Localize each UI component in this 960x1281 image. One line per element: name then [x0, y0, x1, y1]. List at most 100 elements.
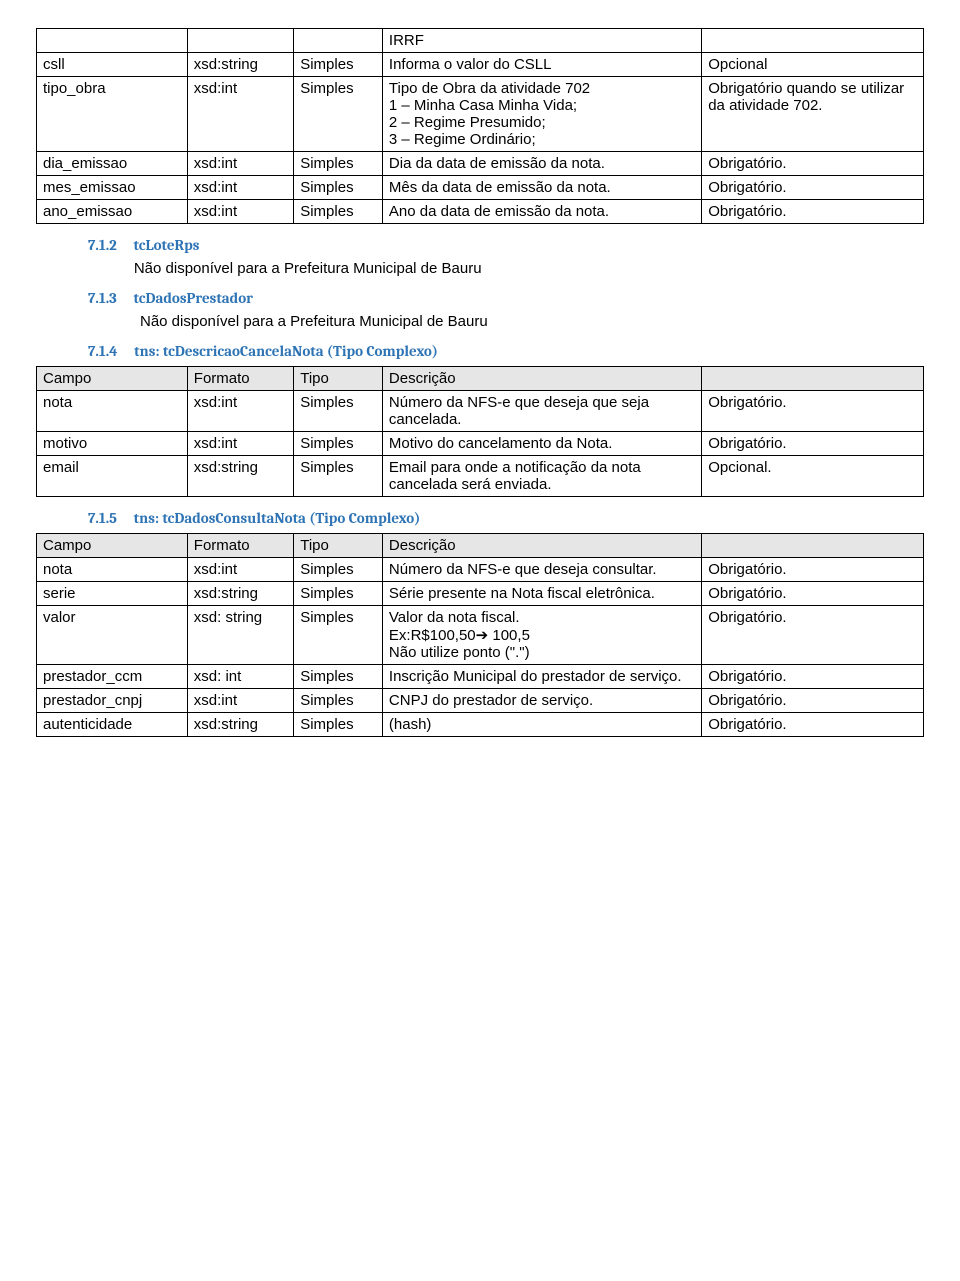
cell-formato: xsd:string: [187, 456, 293, 497]
cell-campo: ano_emissao: [37, 200, 188, 224]
table-row: mes_emissaoxsd:intSimplesMês da data de …: [37, 176, 924, 200]
cell-desc: IRRF: [382, 29, 701, 53]
cell-req: [702, 29, 924, 53]
cell-formato: xsd:string: [187, 53, 293, 77]
cell-req: Obrigatório.: [702, 558, 924, 582]
cell-tipo: Simples: [294, 200, 383, 224]
table-row: IRRF: [37, 29, 924, 53]
cell-campo: autenticidade: [37, 713, 188, 737]
col-tipo: Tipo: [294, 534, 383, 558]
cell-req: Obrigatório.: [702, 606, 924, 665]
cell-formato: xsd:int: [187, 77, 293, 152]
cell-desc: Tipo de Obra da atividade 702 1 – Minha …: [382, 77, 701, 152]
cell-tipo: Simples: [294, 606, 383, 665]
cell-formato: xsd:int: [187, 432, 293, 456]
table-row: motivoxsd:intSimplesMotivo do cancelamen…: [37, 432, 924, 456]
cell-req: Obrigatório.: [702, 689, 924, 713]
cell-formato: xsd:int: [187, 200, 293, 224]
cell-formato: xsd:string: [187, 582, 293, 606]
table-header-row: Campo Formato Tipo Descrição: [37, 367, 924, 391]
table-row: notaxsd:intSimplesNúmero da NFS-e que de…: [37, 391, 924, 432]
section-number: 7.1.2: [88, 236, 117, 254]
section-7-1-5: 7.1.5 tns: tcDadosConsultaNota (Tipo Com…: [88, 509, 924, 527]
table-row: emailxsd:stringSimplesEmail para onde a …: [37, 456, 924, 497]
col-tipo: Tipo: [294, 367, 383, 391]
col-desc: Descrição: [382, 534, 701, 558]
cell-req: Obrigatório.: [702, 582, 924, 606]
cell-tipo: Simples: [294, 432, 383, 456]
cell-formato: xsd:int: [187, 558, 293, 582]
cell-tipo: Simples: [294, 558, 383, 582]
cell-formato: xsd:int: [187, 689, 293, 713]
section-body: Não disponível para a Prefeitura Municip…: [88, 260, 924, 277]
cell-req: Obrigatório.: [702, 432, 924, 456]
cell-desc: Número da NFS-e que deseja consultar.: [382, 558, 701, 582]
col-formato: Formato: [187, 367, 293, 391]
cell-tipo: Simples: [294, 713, 383, 737]
cell-campo: [37, 29, 188, 53]
cell-desc: Inscrição Municipal do prestador de serv…: [382, 665, 701, 689]
cell-campo: csll: [37, 53, 188, 77]
cell-desc: CNPJ do prestador de serviço.: [382, 689, 701, 713]
cell-campo: motivo: [37, 432, 188, 456]
cell-desc: Informa o valor do CSLL: [382, 53, 701, 77]
col-campo: Campo: [37, 367, 188, 391]
cell-campo: email: [37, 456, 188, 497]
section-title: tns: tcDescricaoCancelaNota (Tipo Comple…: [134, 342, 438, 360]
cell-campo: mes_emissao: [37, 176, 188, 200]
table-row: valorxsd: stringSimplesValor da nota fis…: [37, 606, 924, 665]
section-title: tcLoteRps: [133, 236, 199, 254]
table-row: seriexsd:stringSimplesSérie presente na …: [37, 582, 924, 606]
cell-tipo: [294, 29, 383, 53]
cell-campo: nota: [37, 391, 188, 432]
cell-desc: Motivo do cancelamento da Nota.: [382, 432, 701, 456]
cell-formato: xsd:int: [187, 152, 293, 176]
cell-desc: Valor da nota fiscal. Ex:R$100,50➔ 100,5…: [382, 606, 701, 665]
table-row: csllxsd:stringSimplesInforma o valor do …: [37, 53, 924, 77]
cell-campo: serie: [37, 582, 188, 606]
cell-desc: Mês da data de emissão da nota.: [382, 176, 701, 200]
cell-tipo: Simples: [294, 689, 383, 713]
table-row: dia_emissaoxsd:intSimplesDia da data de …: [37, 152, 924, 176]
table-row: prestador_cnpjxsd:intSimplesCNPJ do pres…: [37, 689, 924, 713]
cell-tipo: Simples: [294, 77, 383, 152]
section-7-1-2: 7.1.2 tcLoteRps: [88, 236, 924, 254]
section-title: tcDadosPrestador: [133, 289, 253, 307]
cell-campo: dia_emissao: [37, 152, 188, 176]
cell-tipo: Simples: [294, 152, 383, 176]
cell-req: Obrigatório.: [702, 665, 924, 689]
section-text: Não disponível para a Prefeitura Municip…: [134, 260, 482, 277]
table-row: prestador_ccmxsd: intSimplesInscrição Mu…: [37, 665, 924, 689]
cell-campo: tipo_obra: [37, 77, 188, 152]
col-req: [702, 534, 924, 558]
cell-desc: Ano da data de emissão da nota.: [382, 200, 701, 224]
cell-formato: xsd:int: [187, 176, 293, 200]
cell-formato: xsd:int: [187, 391, 293, 432]
table-consulta-nota: Campo Formato Tipo Descrição notaxsd:int…: [36, 533, 924, 737]
section-7-1-4: 7.1.4 tns: tcDescricaoCancelaNota (Tipo …: [88, 342, 924, 360]
cell-tipo: Simples: [294, 456, 383, 497]
col-formato: Formato: [187, 534, 293, 558]
cell-desc: Série presente na Nota fiscal eletrônica…: [382, 582, 701, 606]
cell-desc: Número da NFS-e que deseja que seja canc…: [382, 391, 701, 432]
cell-tipo: Simples: [294, 391, 383, 432]
cell-formato: xsd: int: [187, 665, 293, 689]
col-campo: Campo: [37, 534, 188, 558]
section-title: tns: tcDadosConsultaNota (Tipo Complexo): [134, 509, 421, 527]
table-continuation: IRRFcsllxsd:stringSimplesInforma o valor…: [36, 28, 924, 224]
cell-tipo: Simples: [294, 665, 383, 689]
cell-req: Obrigatório.: [702, 713, 924, 737]
section-number: 7.1.3: [88, 289, 117, 307]
cell-campo: prestador_ccm: [37, 665, 188, 689]
table-cancela-nota: Campo Formato Tipo Descrição notaxsd:int…: [36, 366, 924, 497]
cell-req: Obrigatório.: [702, 391, 924, 432]
cell-req: Opcional: [702, 53, 924, 77]
col-desc: Descrição: [382, 367, 701, 391]
cell-campo: nota: [37, 558, 188, 582]
cell-tipo: Simples: [294, 53, 383, 77]
section-number: 7.1.4: [88, 342, 117, 360]
section-body: Não disponível para a Prefeitura Municip…: [140, 313, 924, 330]
cell-campo: valor: [37, 606, 188, 665]
cell-req: Obrigatório.: [702, 200, 924, 224]
cell-tipo: Simples: [294, 176, 383, 200]
